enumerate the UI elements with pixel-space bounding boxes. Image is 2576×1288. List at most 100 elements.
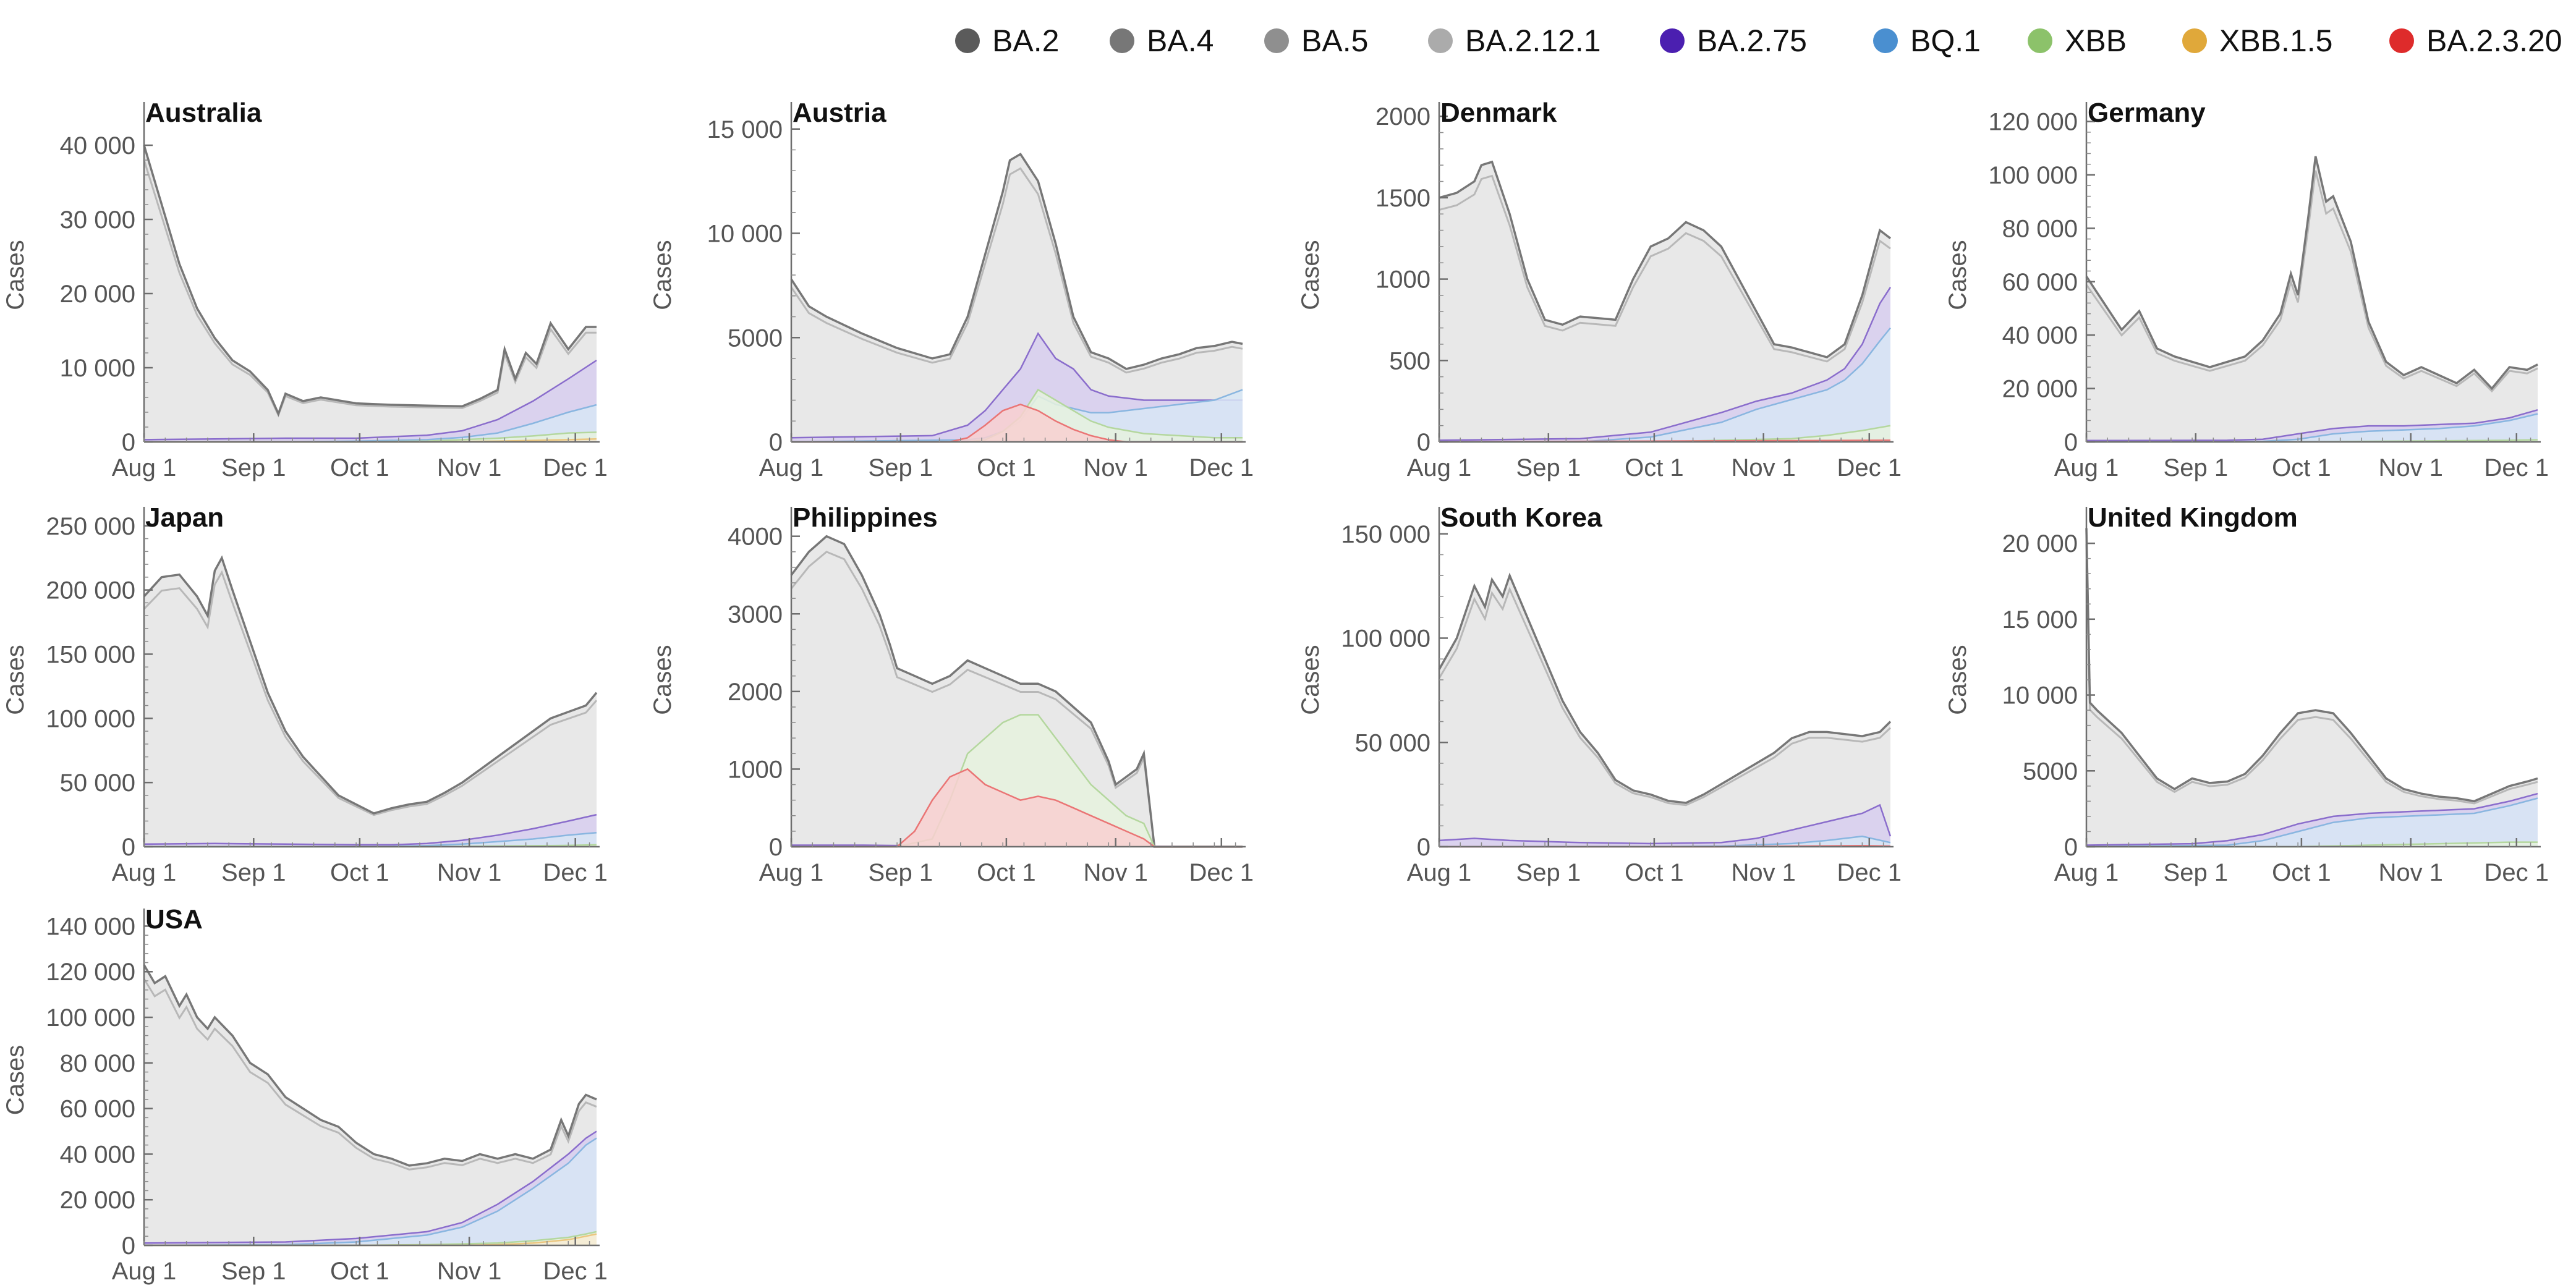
- x-tick-label-australia-4: Dec 1: [543, 454, 608, 481]
- legend-swatch-ba-4: [1110, 28, 1134, 53]
- line-total-austria: [790, 152, 1243, 370]
- x-tick-label-usa-2: Oct 1: [330, 1258, 389, 1285]
- x-tick-label-philippines-4: Dec 1: [1189, 859, 1254, 886]
- y-tick-label-philippines-2: 2000: [728, 679, 783, 706]
- y-axis-label-united-kingdom: Cases: [1944, 645, 1971, 714]
- x-tick-label-denmark-3: Nov 1: [1731, 454, 1796, 481]
- area-total-south-korea: [1439, 575, 1890, 847]
- line-total-inner-denmark: [1439, 174, 1891, 363]
- line-ba-2-75-denmark: [1439, 287, 1892, 441]
- y-tick-label-austria-0: 0: [769, 429, 783, 456]
- area-ba-2-3-20-philippines: [791, 769, 1243, 847]
- y-tick-label-germany-0: 0: [2064, 429, 2078, 456]
- area-xbb-philippines: [791, 714, 1243, 847]
- x-tick-label-japan-2: Oct 1: [330, 859, 389, 886]
- x-tick-label-germany-2: Oct 1: [2272, 454, 2331, 481]
- y-tick-label-japan-4: 200 000: [46, 577, 135, 604]
- y-tick-label-south-korea-3: 150 000: [1341, 521, 1430, 548]
- line-total-united-kingdom: [2085, 528, 2538, 803]
- line-ba-2-75-usa: [143, 1130, 597, 1244]
- y-axis-label-south-korea: Cases: [1297, 645, 1324, 714]
- area-ba-2-3-20-austria: [791, 404, 1243, 442]
- y-tick-label-australia-0: 0: [122, 429, 135, 456]
- area-total-denmark: [1439, 161, 1890, 442]
- x-tick-label-south-korea-3: Nov 1: [1731, 859, 1796, 886]
- x-tick-label-united-kingdom-4: Dec 1: [2485, 859, 2549, 886]
- line-total-inner-united-kingdom: [2085, 544, 2538, 805]
- x-tick-label-japan-0: Aug 1: [112, 859, 177, 886]
- legend-label-ba-2: BA.2: [992, 23, 1060, 58]
- panel-title-united-kingdom: United Kingdom: [2088, 502, 2298, 533]
- area-total-australia: [144, 145, 597, 442]
- line-total-inner-south-korea: [1438, 587, 1892, 807]
- x-tick-label-usa-3: Nov 1: [437, 1258, 502, 1285]
- y-tick-label-denmark-2: 1000: [1375, 266, 1430, 294]
- x-tick-label-united-kingdom-3: Nov 1: [2378, 859, 2443, 886]
- x-tick-label-denmark-0: Aug 1: [1407, 454, 1472, 481]
- legend-swatch-xbb-1-5: [2182, 28, 2207, 53]
- area-total-germany: [2086, 156, 2538, 443]
- legend-item-xbb-1-5: XBB.1.5: [2182, 22, 2332, 59]
- y-tick-label-australia-2: 20 000: [60, 281, 135, 308]
- legend-item-ba-5: BA.5: [1264, 22, 1368, 59]
- y-axis-label-denmark: Cases: [1297, 240, 1324, 310]
- area-total-japan: [144, 557, 597, 847]
- y-tick-label-usa-6: 120 000: [46, 959, 135, 986]
- y-tick-label-germany-4: 80 000: [2002, 215, 2078, 242]
- y-tick-label-germany-6: 120 000: [1988, 109, 2078, 136]
- y-tick-label-usa-4: 80 000: [60, 1050, 135, 1077]
- x-tick-label-australia-1: Sep 1: [221, 454, 286, 481]
- y-axis-label-germany: Cases: [1944, 240, 1971, 310]
- y-tick-label-japan-0: 0: [122, 834, 135, 861]
- y-axis-label-austria: Cases: [649, 240, 676, 310]
- legend-item-xbb: XBB: [2028, 22, 2127, 59]
- y-tick-label-denmark-1: 500: [1389, 347, 1430, 375]
- y-axis-label-japan: Cases: [2, 645, 29, 714]
- legend-swatch-ba-2: [955, 28, 980, 53]
- y-tick-label-south-korea-2: 100 000: [1341, 625, 1430, 653]
- y-tick-label-denmark-3: 1500: [1375, 185, 1430, 212]
- line-bq-1-denmark: [1439, 327, 1891, 443]
- x-tick-label-south-korea-2: Oct 1: [1625, 859, 1684, 886]
- line-ba-2-75-japan: [143, 813, 597, 846]
- legend-item-bq-1: BQ.1: [1873, 22, 1981, 59]
- legend-swatch-ba-2-75: [1660, 28, 1685, 53]
- x-tick-label-austria-0: Aug 1: [759, 454, 824, 481]
- legend-item-ba-2-3-20: BA.2.3.20: [2389, 22, 2562, 59]
- x-tick-label-united-kingdom-0: Aug 1: [2054, 859, 2119, 886]
- area-total-austria: [791, 154, 1243, 443]
- x-tick-label-germany-1: Sep 1: [2164, 454, 2229, 481]
- x-tick-label-austria-3: Nov 1: [1083, 454, 1148, 481]
- y-tick-label-usa-7: 140 000: [46, 913, 135, 940]
- y-tick-label-philippines-0: 0: [769, 834, 783, 861]
- line-total-usa: [143, 964, 597, 1167]
- x-tick-label-south-korea-0: Aug 1: [1407, 859, 1472, 886]
- area-bq-1-austria: [791, 389, 1243, 442]
- area-total-philippines: [791, 536, 1243, 847]
- area-ba-2-75-south-korea: [1439, 805, 1890, 847]
- legend-swatch-ba-2-12-1: [1428, 28, 1453, 53]
- x-tick-label-australia-2: Oct 1: [330, 454, 389, 481]
- y-tick-label-japan-2: 100 000: [46, 705, 135, 732]
- legend-item-ba-2-12-1: BA.2.12.1: [1428, 22, 1601, 59]
- y-tick-label-austria-2: 10 000: [707, 221, 783, 248]
- x-tick-label-usa-4: Dec 1: [543, 1258, 608, 1285]
- panel-title-germany: Germany: [2088, 98, 2206, 128]
- legend-label-ba-2-3-20: BA.2.3.20: [2426, 23, 2562, 58]
- line-total-inner-philippines: [790, 551, 1243, 848]
- panel-title-usa: USA: [145, 904, 203, 934]
- y-tick-label-austria-3: 15 000: [707, 116, 783, 143]
- line-total-inner-usa: [143, 978, 597, 1171]
- line-ba-2-75-south-korea: [1439, 803, 1892, 845]
- y-axis-label-usa: Cases: [2, 1045, 29, 1115]
- line-total-inner-australia: [143, 159, 597, 418]
- panel-title-philippines: Philippines: [793, 502, 938, 533]
- legend: BA.2 BA.4 BA.5 BA.2.12.1 BA.2.75 BQ.1 XBB XBB.1…: [0, 0, 2576, 80]
- legend-label-xbb-1-5: XBB.1.5: [2219, 23, 2333, 58]
- area-ba-2-75-japan: [144, 815, 597, 847]
- area-xbb-1-5-usa: [144, 1234, 597, 1245]
- legend-label-bq-1: BQ.1: [1910, 23, 1981, 58]
- x-tick-label-usa-0: Aug 1: [112, 1258, 177, 1285]
- legend-swatch-xbb: [2028, 28, 2052, 53]
- legend-item-ba-4: BA.4: [1110, 22, 1214, 59]
